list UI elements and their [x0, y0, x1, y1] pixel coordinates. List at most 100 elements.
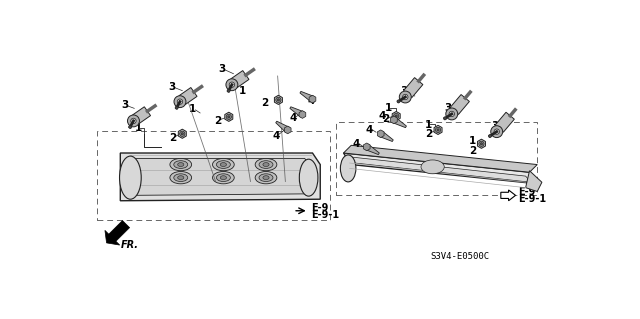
Circle shape: [226, 114, 232, 119]
Circle shape: [226, 79, 238, 91]
Ellipse shape: [170, 159, 191, 171]
Ellipse shape: [259, 174, 273, 182]
Text: 3: 3: [218, 64, 225, 74]
Text: 4: 4: [307, 96, 315, 107]
Ellipse shape: [212, 172, 234, 184]
Text: 3: 3: [122, 100, 129, 110]
Circle shape: [129, 125, 132, 129]
Circle shape: [229, 82, 235, 87]
Ellipse shape: [220, 163, 227, 167]
Ellipse shape: [178, 176, 184, 180]
Circle shape: [403, 94, 408, 100]
Circle shape: [449, 111, 454, 117]
Polygon shape: [225, 112, 233, 122]
Polygon shape: [290, 107, 304, 117]
Polygon shape: [378, 130, 384, 137]
Text: 3: 3: [445, 103, 452, 113]
Circle shape: [174, 96, 186, 108]
Text: E-9: E-9: [311, 203, 328, 213]
Text: 4: 4: [289, 113, 297, 123]
Text: E-9-1: E-9-1: [518, 194, 546, 204]
Polygon shape: [390, 116, 397, 124]
Ellipse shape: [216, 161, 230, 168]
Polygon shape: [365, 144, 380, 155]
Polygon shape: [132, 107, 150, 124]
Polygon shape: [392, 111, 400, 121]
Polygon shape: [275, 95, 282, 104]
Polygon shape: [120, 153, 320, 201]
Text: 1: 1: [385, 103, 392, 113]
Ellipse shape: [340, 155, 356, 182]
Polygon shape: [231, 70, 249, 88]
Polygon shape: [379, 131, 393, 142]
Text: FR.: FR.: [120, 241, 138, 250]
Circle shape: [481, 143, 483, 145]
Text: 1: 1: [189, 104, 196, 114]
Circle shape: [444, 117, 447, 120]
Polygon shape: [450, 94, 469, 115]
Circle shape: [437, 129, 439, 131]
Text: 1: 1: [239, 86, 246, 96]
Polygon shape: [131, 159, 311, 195]
Text: 1: 1: [468, 137, 476, 146]
Circle shape: [127, 115, 140, 127]
Text: 4: 4: [379, 111, 386, 121]
Polygon shape: [392, 117, 406, 128]
Polygon shape: [299, 111, 306, 118]
Bar: [336, 122, 537, 195]
Polygon shape: [525, 171, 542, 191]
Ellipse shape: [178, 163, 184, 167]
Ellipse shape: [300, 159, 318, 196]
Polygon shape: [276, 121, 289, 132]
Circle shape: [177, 99, 182, 104]
Text: 2: 2: [261, 98, 268, 108]
Ellipse shape: [216, 174, 230, 182]
Text: 4: 4: [273, 131, 280, 141]
Text: 4: 4: [365, 125, 372, 135]
Circle shape: [488, 135, 492, 137]
Polygon shape: [309, 95, 316, 103]
Ellipse shape: [174, 161, 188, 168]
Polygon shape: [300, 91, 314, 102]
Circle shape: [479, 141, 484, 146]
Polygon shape: [344, 145, 537, 172]
Circle shape: [227, 89, 230, 92]
Circle shape: [131, 118, 136, 123]
Polygon shape: [179, 87, 197, 105]
Ellipse shape: [263, 176, 269, 180]
Ellipse shape: [170, 172, 191, 184]
Polygon shape: [434, 125, 442, 135]
Circle shape: [175, 106, 178, 109]
Polygon shape: [284, 126, 291, 134]
Text: 2: 2: [383, 114, 390, 124]
Text: 2: 2: [469, 146, 477, 156]
Circle shape: [394, 114, 399, 119]
Polygon shape: [179, 129, 186, 138]
Ellipse shape: [259, 161, 273, 168]
Circle shape: [494, 129, 499, 134]
Text: E-9: E-9: [518, 187, 535, 197]
Ellipse shape: [212, 159, 234, 171]
Text: 3: 3: [168, 82, 175, 92]
Circle shape: [277, 99, 280, 101]
Ellipse shape: [421, 160, 444, 174]
Polygon shape: [344, 153, 537, 184]
Polygon shape: [477, 139, 486, 148]
Ellipse shape: [174, 174, 188, 182]
Ellipse shape: [255, 159, 277, 171]
Circle shape: [276, 97, 281, 102]
Polygon shape: [364, 143, 370, 151]
Circle shape: [181, 133, 183, 135]
Circle shape: [395, 115, 397, 117]
Text: 2: 2: [214, 116, 221, 126]
Circle shape: [180, 131, 185, 137]
Ellipse shape: [263, 163, 269, 167]
Text: 4: 4: [353, 139, 360, 149]
Polygon shape: [105, 220, 129, 245]
Text: 2: 2: [170, 133, 177, 143]
Ellipse shape: [120, 156, 141, 199]
Circle shape: [491, 126, 502, 137]
Text: E-9-1: E-9-1: [311, 210, 339, 219]
Circle shape: [435, 127, 441, 132]
Polygon shape: [404, 78, 423, 98]
